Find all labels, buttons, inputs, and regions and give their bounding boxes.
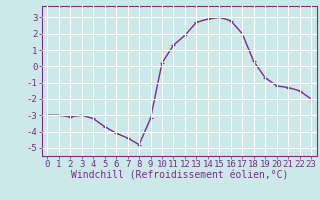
X-axis label: Windchill (Refroidissement éolien,°C): Windchill (Refroidissement éolien,°C)	[70, 171, 288, 181]
